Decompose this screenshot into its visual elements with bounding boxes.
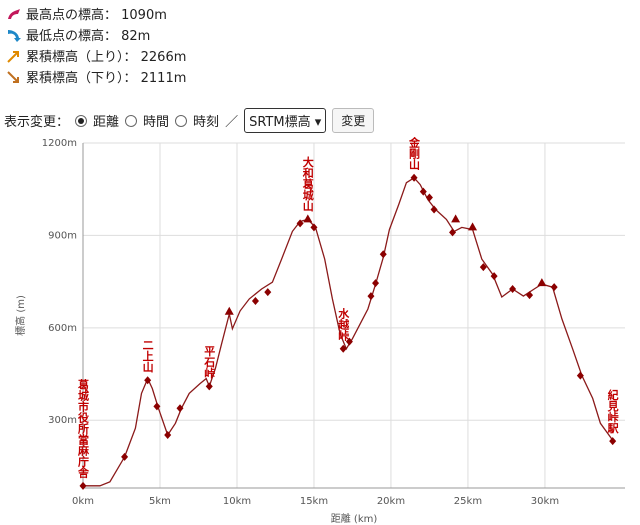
waypoint-marker <box>490 272 498 281</box>
waypoint-marker <box>468 222 478 231</box>
waypoint-marker <box>153 402 161 411</box>
radio[interactable] <box>175 114 188 127</box>
button[interactable]: 変更 <box>332 108 375 133</box>
stat-row: 累積標高（上り）： 2266m <box>6 46 186 65</box>
radio-label[interactable]: 距離 <box>93 115 120 130</box>
waypoint-marker <box>537 278 547 287</box>
radio-label[interactable]: 時刻 <box>193 115 220 130</box>
waypoint-marker <box>451 214 461 223</box>
waypoint-label: 水越峠 <box>337 306 351 341</box>
waypoint-marker <box>296 219 304 228</box>
icon-down <box>7 70 19 83</box>
x-tick-label: 10km <box>223 496 251 507</box>
waypoint-marker <box>79 481 87 490</box>
icon-low <box>8 29 21 42</box>
waypoint-marker <box>164 431 172 440</box>
y-axis-label: 標高 (m) <box>14 295 27 336</box>
waypoint-marker <box>419 187 427 196</box>
waypoint-marker <box>425 193 433 202</box>
waypoint-marker <box>339 344 347 353</box>
waypoint-marker <box>379 250 387 259</box>
waypoint-marker <box>251 297 259 306</box>
radio[interactable] <box>75 114 88 127</box>
waypoint-marker <box>430 205 438 214</box>
waypoint-marker <box>205 382 213 391</box>
x-tick-label: 20km <box>377 496 405 507</box>
separator: ／ <box>225 115 239 130</box>
x-tick-label: 30km <box>531 496 559 507</box>
x-tick-label: 25km <box>454 496 482 507</box>
waypoint-marker <box>576 371 584 380</box>
waypoint-marker <box>367 292 375 301</box>
y-tick-label: 1200m <box>42 138 77 149</box>
x-tick-label: 15km <box>300 496 328 507</box>
stat-row: 累積標高（下り）： 2111m <box>6 67 186 86</box>
waypoint-label: 大和葛城山 <box>301 155 315 212</box>
waypoint-marker <box>609 437 617 446</box>
icon-high <box>8 8 20 19</box>
y-tick-label: 300m <box>48 415 77 426</box>
icon-up <box>7 50 19 63</box>
elevation-line <box>83 176 614 487</box>
waypoint-marker <box>310 223 318 232</box>
waypoint-marker <box>121 452 129 461</box>
waypoint-label: 葛城市役所當麻庁舎 <box>77 378 91 479</box>
waypoint-label: 紀見峠駅 <box>606 388 620 434</box>
waypoint-marker <box>345 337 353 346</box>
controls: 表示変更： 距離 時間 時刻 ／ SRTM標高 ▾ 変更 <box>4 108 375 133</box>
y-tick-label: 600m <box>48 323 77 334</box>
waypoint-marker <box>550 283 558 292</box>
radio[interactable] <box>125 114 138 127</box>
waypoint-marker <box>410 173 418 182</box>
waypoint-label: 平石峠 <box>203 345 217 379</box>
x-tick-label: 0km <box>72 496 94 507</box>
select[interactable]: SRTM標高 ▾ <box>244 108 327 133</box>
waypoint-label: 二上山 <box>141 339 154 373</box>
waypoint-marker <box>372 279 380 288</box>
radio-label[interactable]: 時間 <box>143 115 170 130</box>
stat-row: 最低点の標高： 82m <box>6 25 150 44</box>
stat-row: 最高点の標高： 1090m <box>6 4 167 23</box>
select-text[interactable]: SRTM標高 <box>249 115 311 130</box>
waypoint-marker <box>449 228 457 237</box>
waypoint-marker <box>526 291 534 300</box>
y-tick-label: 900m <box>48 230 77 241</box>
controls-label: 表示変更： <box>4 115 70 130</box>
waypoint-label: 金剛山 <box>408 135 422 170</box>
waypoint-marker <box>224 306 234 315</box>
stat-text: 最低点の標高： 82m <box>26 29 151 44</box>
waypoint-marker <box>144 376 152 385</box>
x-axis-label: 距離 (km) <box>331 512 378 525</box>
waypoint-marker <box>264 288 272 297</box>
x-tick-label: 5km <box>149 496 171 507</box>
stat-text: 累積標高（下り）： 2111m <box>26 71 187 86</box>
stat-text: 最高点の標高： 1090m <box>26 8 167 23</box>
waypoint-marker <box>479 263 487 272</box>
waypoint-marker <box>176 404 184 413</box>
waypoint-marker <box>303 214 313 223</box>
waypoint-marker <box>509 285 517 294</box>
stat-text: 累積標高（上り）： 2266m <box>26 50 187 65</box>
